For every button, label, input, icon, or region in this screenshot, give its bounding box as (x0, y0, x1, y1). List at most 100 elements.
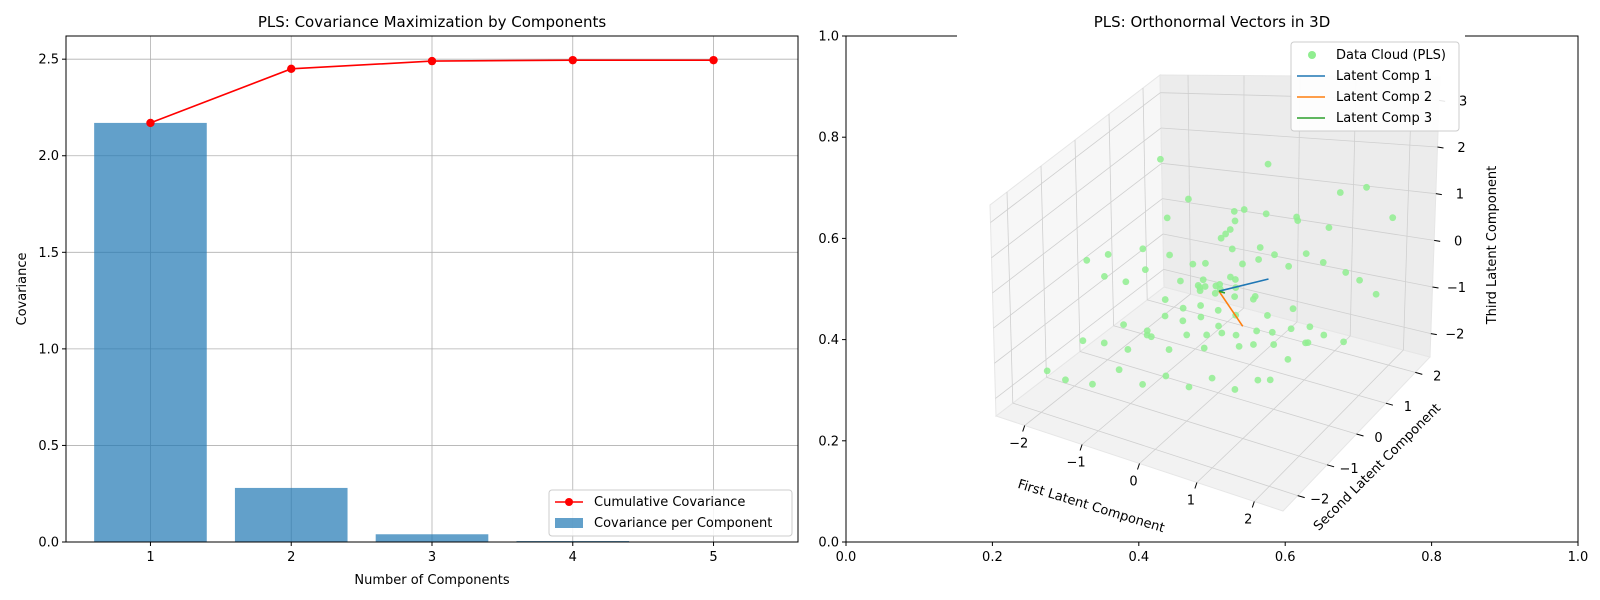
grid-left-z (992, 163, 1162, 294)
bar (375, 534, 489, 542)
data-point (1196, 287, 1204, 295)
data-point (1251, 292, 1259, 300)
data-point (1250, 341, 1257, 348)
chart-title: PLS: Covariance Maximization by Componen… (258, 13, 607, 31)
data-point (1079, 337, 1087, 345)
data-point (1228, 245, 1236, 253)
legend-label-comp2: Latent Comp 2 (1336, 90, 1432, 105)
data-point (1162, 372, 1170, 380)
legend-marker-data-cloud (1308, 51, 1316, 59)
z3d-tick-label: 0 (1454, 234, 1462, 249)
latent-vector (1218, 278, 1269, 292)
data-point (1340, 338, 1347, 346)
data-point (1293, 213, 1301, 221)
data-point (1083, 256, 1091, 264)
data-point (1201, 283, 1209, 290)
data-point (1215, 322, 1222, 330)
data-point (1253, 327, 1261, 335)
data-point (1214, 306, 1222, 314)
bar (234, 487, 348, 542)
z3d-tick-mark (1437, 146, 1444, 149)
data-point (1226, 226, 1234, 233)
line-point (709, 55, 718, 65)
data-point (1319, 259, 1327, 266)
grid-left-z (991, 127, 1162, 259)
grid-left-y (1108, 113, 1114, 326)
bar (94, 122, 207, 543)
y-axis-label: Covariance (15, 253, 30, 326)
data-point (1264, 312, 1271, 319)
data-point (1143, 331, 1151, 339)
grid-floor-y (1012, 402, 1298, 496)
legend-label-data-cloud: Data Cloud (PLS) (1336, 48, 1446, 63)
data-point (1284, 356, 1292, 363)
data-point (1200, 344, 1208, 352)
z-axis-label: Third Latent Component (1485, 166, 1500, 326)
data-point (1254, 376, 1262, 384)
overlay-y-tick-label: 0.8 (818, 131, 839, 146)
grid-floor-y (1113, 325, 1387, 404)
y3d-tick-mark (1297, 495, 1305, 499)
data-point (1271, 251, 1278, 259)
orthonormal-vectors-chart: PLS: Orthonormal Vectors in 3D 0.0 0.2 0.4… (818, 13, 1588, 565)
y-tick-label: 0.5 (38, 439, 59, 454)
data-point (1389, 214, 1397, 222)
y3d-tick-mark (1415, 371, 1423, 375)
data-point (1179, 317, 1187, 325)
grid-back-x (1187, 75, 1191, 295)
data-point (1264, 160, 1272, 168)
grid-left-y (1074, 139, 1081, 352)
z3d-tick-mark (1435, 193, 1442, 196)
data-point (1104, 251, 1112, 258)
data-point (1342, 269, 1350, 276)
data-point (1089, 380, 1096, 388)
z3d-tick-mark (1430, 333, 1437, 336)
data-point (1165, 346, 1173, 353)
data-point (1208, 374, 1216, 382)
data-point (1266, 376, 1274, 384)
grid-left-y (1142, 87, 1148, 300)
data-point (1166, 251, 1173, 259)
data-point (1256, 244, 1264, 251)
data-point (1122, 278, 1130, 286)
data-point (1062, 376, 1069, 384)
x-tick-label: 5 (709, 550, 717, 565)
overlay-x-tick-label: 1.0 (1568, 550, 1589, 565)
title-backdrop (957, 33, 1465, 40)
x3d-tick-label: 2 (1244, 513, 1252, 528)
3d-grid (990, 75, 1440, 502)
grid-floor-y (1079, 351, 1357, 435)
legend-label-comp1: Latent Comp 1 (1336, 69, 1432, 84)
x3d-tick-mark (1022, 425, 1026, 432)
data-point (1235, 342, 1243, 350)
grid-floor-y (1046, 376, 1328, 466)
data-point (1356, 276, 1363, 284)
data-point (1240, 206, 1248, 213)
y3d-tick-mark (1385, 402, 1394, 406)
data-point (1320, 331, 1328, 339)
grid-back-z (1161, 162, 1436, 195)
data-point (1270, 341, 1278, 348)
grid-floor-y (1147, 299, 1416, 373)
data-point (1139, 380, 1147, 388)
legend-label-comp3: Latent Comp 3 (1336, 111, 1432, 126)
x3d-tick-mark (1137, 463, 1140, 470)
grid-left-y (1006, 191, 1014, 404)
data-point (1211, 289, 1219, 297)
z3d-tick-label: 1 (1456, 188, 1464, 203)
data-point (1285, 262, 1293, 270)
data-point (1217, 234, 1225, 242)
latent-vectors (1218, 278, 1269, 327)
data-point (1183, 331, 1191, 339)
x-ticks: 1 2 3 4 5 (146, 542, 718, 565)
line-point (427, 56, 437, 66)
overlay-y-tick-label: 0.6 (818, 232, 839, 247)
data-point (1163, 214, 1171, 222)
data-point (1325, 224, 1333, 232)
data-point (1336, 189, 1344, 196)
grid-back-z (1162, 233, 1433, 288)
x-tick-label: 3 (428, 550, 436, 565)
overlay-x-tick-label: 0.8 (1421, 550, 1442, 565)
data-point (1306, 323, 1314, 331)
